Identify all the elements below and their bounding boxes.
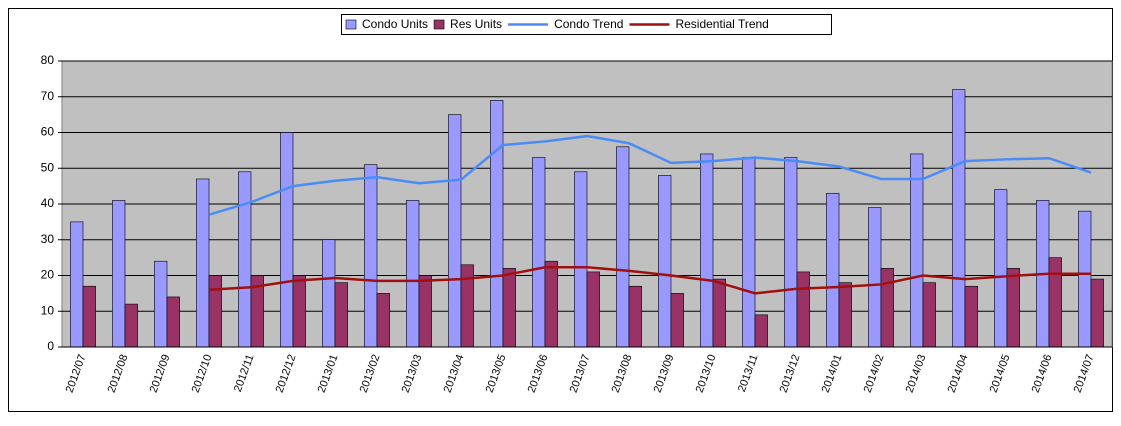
bar bbox=[532, 157, 546, 348]
bar bbox=[922, 282, 936, 348]
bar bbox=[334, 282, 348, 348]
bar bbox=[868, 207, 882, 348]
y-tick-label: 10 bbox=[41, 303, 55, 317]
bar bbox=[952, 89, 966, 348]
bar bbox=[628, 285, 642, 348]
trend-line bbox=[208, 134, 1092, 216]
bar bbox=[826, 192, 840, 348]
bar bbox=[70, 221, 84, 348]
bar bbox=[964, 285, 978, 348]
bar bbox=[322, 239, 336, 348]
bar bbox=[544, 260, 558, 348]
legend-label: Res Units bbox=[450, 17, 502, 31]
bar bbox=[1078, 210, 1092, 348]
bar bbox=[154, 260, 168, 348]
legend bbox=[341, 14, 832, 35]
bar bbox=[838, 282, 852, 348]
bar bbox=[502, 268, 516, 348]
bar bbox=[670, 293, 684, 348]
bar bbox=[166, 296, 180, 348]
y-tick-label: 80 bbox=[41, 53, 55, 67]
bar bbox=[448, 114, 462, 348]
bar bbox=[406, 200, 420, 348]
legend-label: Condo Trend bbox=[554, 17, 623, 31]
bar bbox=[196, 178, 210, 348]
legend-swatch bbox=[433, 19, 445, 30]
bar bbox=[796, 271, 810, 348]
bar bbox=[124, 303, 138, 348]
y-tick-label: 40 bbox=[41, 196, 55, 210]
bar bbox=[784, 157, 798, 348]
bar bbox=[910, 153, 924, 348]
bar bbox=[238, 171, 252, 348]
bar bbox=[994, 189, 1008, 348]
bar bbox=[712, 278, 726, 348]
trend-line bbox=[208, 266, 1091, 295]
y-tick-label: 30 bbox=[41, 232, 55, 246]
y-tick-label: 0 bbox=[47, 339, 54, 353]
bar bbox=[880, 268, 894, 348]
bar bbox=[292, 275, 306, 348]
y-tick-label: 50 bbox=[41, 160, 55, 174]
legend-swatch bbox=[345, 19, 357, 30]
bar bbox=[742, 157, 756, 348]
legend-label: Condo Units bbox=[362, 17, 428, 31]
bar bbox=[280, 132, 294, 348]
bar bbox=[586, 271, 600, 348]
y-tick-label: 20 bbox=[41, 268, 55, 282]
bar bbox=[1090, 278, 1104, 348]
bar bbox=[490, 100, 504, 348]
y-tick-label: 70 bbox=[41, 89, 55, 103]
bar bbox=[418, 275, 432, 348]
bar bbox=[1006, 268, 1020, 348]
bar bbox=[700, 153, 714, 348]
bar bbox=[1048, 257, 1062, 348]
bar bbox=[376, 293, 390, 348]
bar bbox=[574, 171, 588, 348]
bar bbox=[364, 164, 378, 348]
bar bbox=[658, 175, 672, 348]
y-tick-label: 60 bbox=[41, 125, 55, 139]
bar bbox=[208, 275, 222, 348]
bar bbox=[616, 146, 630, 348]
legend-label: Residential Trend bbox=[675, 17, 768, 31]
bar bbox=[112, 200, 126, 348]
bar bbox=[82, 285, 96, 348]
bar bbox=[754, 314, 768, 348]
